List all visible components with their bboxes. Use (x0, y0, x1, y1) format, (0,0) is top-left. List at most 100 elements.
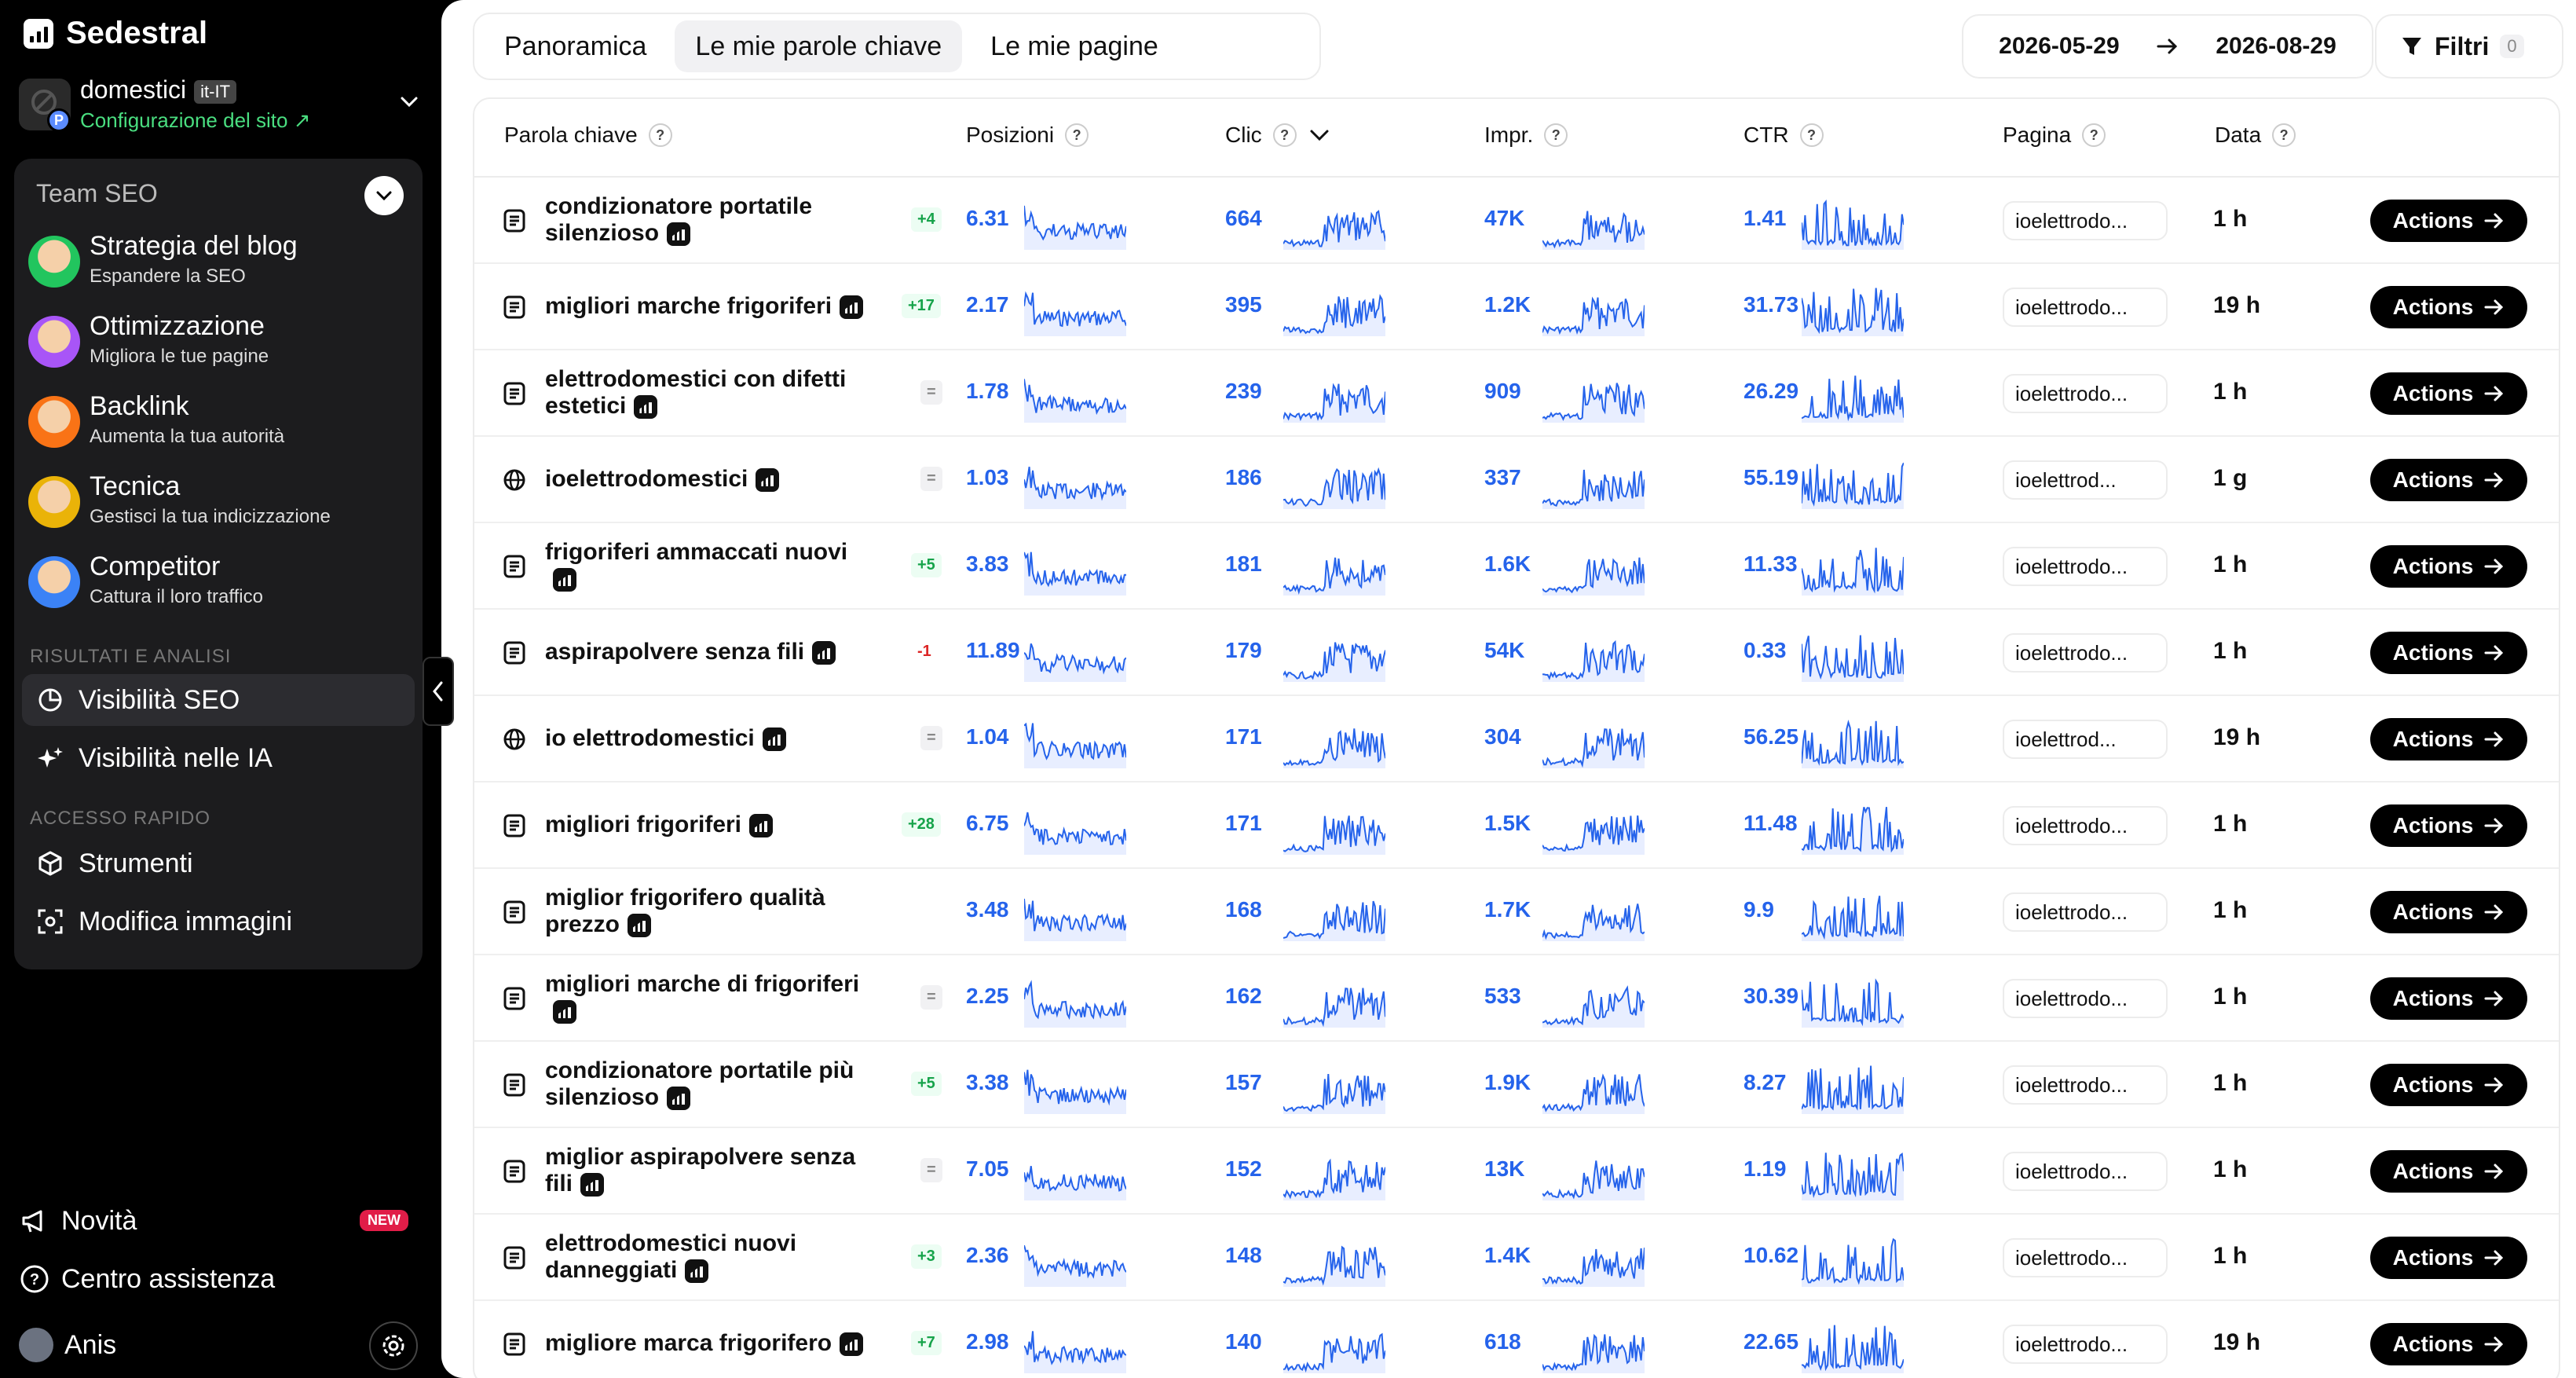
actions-button[interactable]: Actions (2370, 891, 2527, 933)
actions-button[interactable]: Actions (2370, 372, 2527, 415)
sort-desc-chevron-icon[interactable] (1308, 126, 1331, 144)
keyword-chart-icon[interactable] (553, 568, 576, 592)
keyword-cell[interactable]: elettrodomestici nuovi danneggiati (545, 1230, 875, 1284)
page-pill[interactable]: ioelettrod... (2003, 720, 2168, 759)
keyword-chart-icon[interactable] (812, 641, 836, 665)
site-selector[interactable]: P domestici it-IT Configurazione del sito… (19, 74, 419, 135)
col-date[interactable]: Data? (2215, 123, 2296, 148)
col-keyword[interactable]: Parola chiave? (504, 123, 672, 148)
agent-item[interactable]: Backlink Aumenta la tua autorità (28, 391, 413, 462)
table-row[interactable]: migliori marche frigoriferi +17 2.17 395 1.2… (474, 264, 2559, 350)
page-pill[interactable]: ioelettrodo... (2003, 1065, 2168, 1105)
keyword-chart-icon[interactable] (756, 468, 780, 493)
keyword-cell[interactable]: migliori frigoriferi (545, 812, 875, 838)
team-collapse-button[interactable] (364, 176, 404, 215)
keyword-chart-icon[interactable] (628, 914, 652, 938)
keyword-cell[interactable]: condizionatore portatile silenzioso (545, 193, 875, 247)
agent-item[interactable]: Tecnica Gestisci la tua indicizzazione (28, 471, 413, 542)
keyword-chart-icon[interactable] (580, 1173, 604, 1197)
table-row[interactable]: miglior frigorifero qualità prezzo 3.48 16… (474, 869, 2559, 955)
chevron-down-icon[interactable] (397, 90, 421, 113)
table-row[interactable]: frigoriferi ammaccati nuovi +5 3.83 181 1.6K… (474, 523, 2559, 610)
nav-visibilita-ia[interactable]: Visibilità nelle IA (22, 732, 415, 784)
nav-visibilita-seo[interactable]: Visibilità SEO (22, 674, 415, 726)
table-row[interactable]: migliori frigoriferi +28 6.75 171 1.5K 11.48 i… (474, 782, 2559, 869)
table-row[interactable]: condizionatore portatile più silenzioso +… (474, 1042, 2559, 1128)
keyword-cell[interactable]: condizionatore portatile più silenzioso (545, 1057, 875, 1111)
actions-button[interactable]: Actions (2370, 1323, 2527, 1365)
col-positions[interactable]: Posizioni? (966, 123, 1089, 148)
table-row[interactable]: io elettrodomestici = 1.04 171 304 56.25 ioele… (474, 696, 2559, 782)
nav-centro-assistenza[interactable]: ? Centro assistenza (19, 1263, 275, 1295)
help-icon[interactable]: ? (1544, 123, 1568, 147)
page-pill[interactable]: ioelettrodo... (2003, 1152, 2168, 1191)
help-icon[interactable]: ? (1799, 123, 1824, 147)
table-row[interactable]: elettrodomestici con difetti estetici = 1.… (474, 350, 2559, 437)
help-icon[interactable]: ? (1272, 123, 1297, 147)
keyword-cell[interactable]: io elettrodomestici (545, 725, 875, 752)
settings-button[interactable] (369, 1321, 418, 1370)
keyword-cell[interactable]: migliori marche di frigoriferi (545, 971, 875, 1024)
keyword-cell[interactable]: miglior frigorifero qualità prezzo (545, 885, 875, 938)
brand-logo[interactable]: Sedestral (24, 16, 207, 51)
actions-button[interactable]: Actions (2370, 804, 2527, 847)
keyword-cell[interactable]: ioelettrodomestici (545, 466, 875, 493)
agent-item[interactable]: Ottimizzazione Migliora le tue pagine (28, 311, 413, 382)
page-pill[interactable]: ioelettrodo... (2003, 1325, 2168, 1364)
keyword-chart-icon[interactable] (553, 1000, 576, 1024)
keyword-chart-icon[interactable] (749, 814, 774, 838)
tab-pagine[interactable]: Le mie pagine (990, 31, 1158, 61)
table-row[interactable]: migliore marca frigorifero +7 2.98 140 618 22… (474, 1301, 2559, 1378)
actions-button[interactable]: Actions (2370, 1064, 2527, 1106)
col-ctr[interactable]: CTR? (1744, 123, 1824, 148)
user-profile[interactable]: Anis (19, 1328, 116, 1362)
actions-button[interactable]: Actions (2370, 718, 2527, 760)
page-pill[interactable]: ioelettrod... (2003, 460, 2168, 500)
site-config-link[interactable]: Configurazione del sito ↗ (80, 108, 311, 132)
keyword-cell[interactable]: frigoriferi ammaccati nuovi (545, 539, 875, 592)
help-icon[interactable]: ? (2082, 123, 2106, 147)
keyword-chart-icon[interactable] (667, 222, 691, 247)
keyword-chart-icon[interactable] (634, 395, 658, 420)
table-row[interactable]: miglior aspirapolvere senza fili = 7.05 152… (474, 1128, 2559, 1215)
page-pill[interactable]: ioelettrodo... (2003, 374, 2168, 413)
agent-item[interactable]: Competitor Cattura il loro traffico (28, 552, 413, 622)
help-icon[interactable]: ? (1065, 123, 1089, 147)
table-row[interactable]: condizionatore portatile silenzioso +4 6.3… (474, 178, 2559, 264)
nav-strumenti[interactable]: Strumenti (22, 837, 415, 889)
actions-button[interactable]: Actions (2370, 632, 2527, 674)
page-pill[interactable]: ioelettrodo... (2003, 1238, 2168, 1277)
keyword-cell[interactable]: elettrodomestici con difetti estetici (545, 366, 875, 420)
nav-modifica-immagini[interactable]: Modifica immagini (22, 896, 415, 947)
keyword-cell[interactable]: migliori marche frigoriferi (545, 293, 875, 320)
keyword-chart-icon[interactable] (840, 295, 864, 320)
page-pill[interactable]: ioelettrodo... (2003, 288, 2168, 327)
keyword-cell[interactable]: migliore marca frigorifero (545, 1330, 875, 1357)
table-row[interactable]: elettrodomestici nuovi danneggiati +3 2.36… (474, 1215, 2559, 1301)
help-icon[interactable]: ? (2272, 123, 2296, 147)
table-row[interactable]: aspirapolvere senza fili -1 11.89 179 54K 0.3… (474, 610, 2559, 696)
table-row[interactable]: migliori marche di frigoriferi = 2.25 162 53… (474, 955, 2559, 1042)
actions-button[interactable]: Actions (2370, 459, 2527, 501)
page-pill[interactable]: ioelettrodo... (2003, 633, 2168, 673)
actions-button[interactable]: Actions (2370, 1150, 2527, 1193)
page-pill[interactable]: ioelettrodo... (2003, 892, 2168, 932)
tab-panoramica[interactable]: Panoramica (504, 31, 647, 61)
page-pill[interactable]: ioelettrodo... (2003, 979, 2168, 1018)
agent-item[interactable]: Strategia del blog Espandere la SEO (28, 231, 413, 302)
table-row[interactable]: ioelettrodomestici = 1.03 186 337 55.19 ioelet… (474, 437, 2559, 523)
keyword-chart-icon[interactable] (840, 1332, 864, 1357)
col-clicks[interactable]: Clic? (1225, 123, 1331, 148)
filters-button[interactable]: Filtri 0 (2375, 14, 2563, 79)
actions-button[interactable]: Actions (2370, 1237, 2527, 1279)
keyword-cell[interactable]: aspirapolvere senza fili (545, 639, 875, 665)
keyword-chart-icon[interactable] (667, 1087, 691, 1111)
keyword-cell[interactable]: miglior aspirapolvere senza fili (545, 1144, 875, 1197)
help-icon[interactable]: ? (648, 123, 672, 147)
page-pill[interactable]: ioelettrodo... (2003, 547, 2168, 586)
col-page[interactable]: Pagina? (2003, 123, 2106, 148)
keyword-chart-icon[interactable] (685, 1259, 709, 1284)
page-pill[interactable]: ioelettrodo... (2003, 806, 2168, 845)
col-impressions[interactable]: Impr.? (1484, 123, 1568, 148)
sidebar-collapse-button[interactable] (423, 657, 454, 726)
